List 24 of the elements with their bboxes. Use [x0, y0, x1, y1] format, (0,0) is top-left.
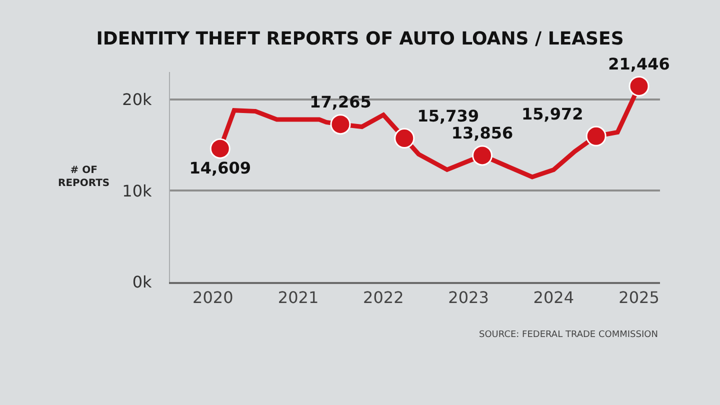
- chart-title: IDENTITY THEFT REPORTS OF AUTO LOANS / LEASES: [96, 28, 624, 50]
- y-tick-label: 0k: [132, 272, 153, 292]
- x-tick-label: 2023: [448, 288, 489, 308]
- x-tick-label: 2022: [363, 288, 404, 308]
- data-label: 15,972: [521, 104, 584, 124]
- point: [330, 114, 351, 135]
- y-tick-label: 10k: [122, 181, 153, 200]
- y-tick-label: 20k: [122, 90, 153, 109]
- point: [472, 145, 493, 166]
- point: [586, 126, 606, 146]
- x-tick-label: 2020: [192, 288, 234, 308]
- data-label: 21,446: [608, 54, 670, 74]
- data-label: 15,739: [417, 106, 480, 126]
- x-tick-label: 2024: [533, 288, 574, 308]
- x-tick-label: 2021: [278, 288, 319, 308]
- point: [394, 128, 415, 149]
- point: [210, 138, 230, 159]
- data-label: 14,609: [189, 158, 252, 178]
- x-tick-label: 2025: [618, 288, 660, 308]
- data-label: 17,265: [310, 92, 372, 112]
- point: [628, 76, 650, 96]
- source-note: SOURCE: FEDERAL TRADE COMMISSION: [479, 330, 658, 340]
- data-label: 13,856: [451, 124, 514, 143]
- y-axis-title: # OF REPORTS: [58, 165, 110, 189]
